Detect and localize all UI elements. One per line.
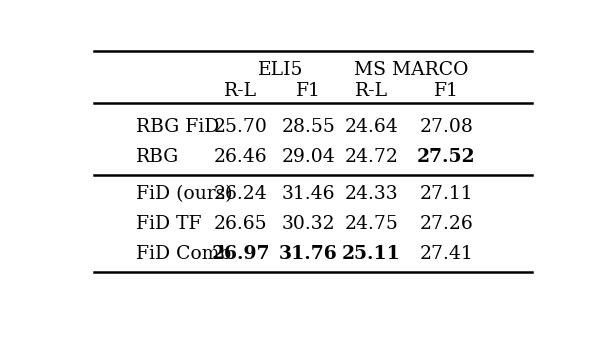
Text: 31.46: 31.46 [282,185,335,203]
Text: 31.76: 31.76 [279,245,338,262]
Text: R-L: R-L [355,82,388,99]
Text: F1: F1 [296,82,321,99]
Text: 26.97: 26.97 [212,245,270,262]
Text: 27.11: 27.11 [420,185,473,203]
Text: 27.52: 27.52 [417,148,476,166]
Text: 26.46: 26.46 [214,148,268,166]
Text: R-L: R-L [225,82,258,99]
Text: 27.26: 27.26 [419,215,473,233]
Text: 26.65: 26.65 [214,215,268,233]
Text: 30.32: 30.32 [282,215,335,233]
Text: 24.33: 24.33 [345,185,399,203]
Text: F1: F1 [433,82,459,99]
Text: 26.24: 26.24 [214,185,268,203]
Text: MS MARCO: MS MARCO [354,61,468,79]
Text: 24.75: 24.75 [344,215,399,233]
Text: RBG FiD: RBG FiD [136,118,219,136]
Text: ELI5: ELI5 [258,61,303,79]
Text: 29.04: 29.04 [282,148,335,166]
Text: FiD Comb: FiD Comb [136,245,231,262]
Text: 28.55: 28.55 [282,118,335,136]
Text: FiD TF: FiD TF [136,215,202,233]
Text: 25.11: 25.11 [342,245,401,262]
Text: RBG: RBG [136,148,179,166]
Text: 24.64: 24.64 [344,118,399,136]
Text: 24.72: 24.72 [344,148,399,166]
Text: 25.70: 25.70 [214,118,268,136]
Text: 27.08: 27.08 [419,118,473,136]
Text: 27.41: 27.41 [419,245,473,262]
Text: FiD (ours): FiD (ours) [136,185,232,203]
